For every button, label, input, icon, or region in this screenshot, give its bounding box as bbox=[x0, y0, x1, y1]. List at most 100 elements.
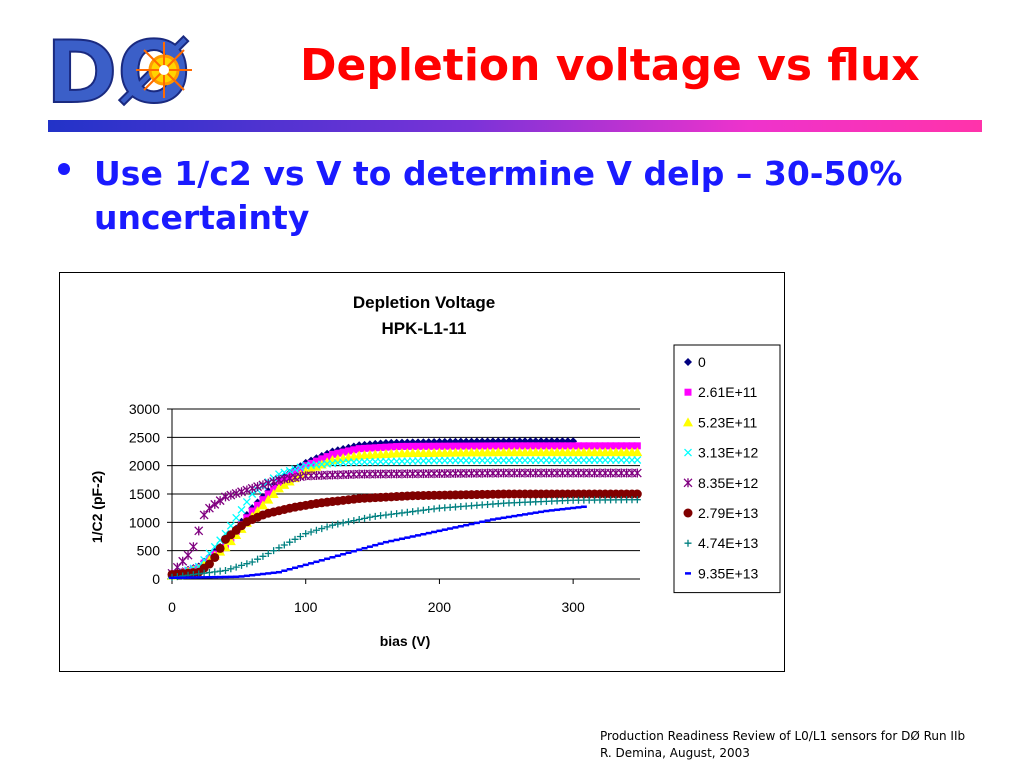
data-point bbox=[409, 442, 417, 450]
data-point bbox=[371, 512, 379, 520]
data-point bbox=[231, 488, 241, 498]
legend-marker bbox=[683, 478, 693, 488]
legend-label: 4.74E+13 bbox=[698, 535, 759, 551]
data-point bbox=[258, 480, 268, 490]
legend-label: 0 bbox=[698, 354, 706, 370]
data-point bbox=[215, 496, 225, 506]
data-point bbox=[216, 567, 224, 575]
data-point bbox=[462, 437, 471, 446]
data-point bbox=[548, 442, 556, 450]
data-point bbox=[227, 565, 235, 573]
data-point bbox=[355, 516, 363, 523]
data-point bbox=[296, 533, 304, 540]
data-point bbox=[505, 442, 513, 450]
data-point bbox=[280, 541, 288, 549]
data-point bbox=[409, 508, 417, 516]
data-point bbox=[226, 490, 236, 500]
data-point bbox=[473, 442, 481, 450]
data-point bbox=[414, 442, 422, 450]
data-point bbox=[334, 520, 342, 528]
y-tick-label: 3000 bbox=[129, 401, 160, 417]
data-point bbox=[585, 442, 593, 450]
data-point bbox=[393, 510, 401, 518]
data-point bbox=[248, 507, 256, 515]
data-point bbox=[199, 510, 209, 520]
data-point bbox=[275, 544, 283, 552]
bullet-marker bbox=[58, 163, 70, 175]
x-axis-label: bias (V) bbox=[380, 633, 431, 649]
data-point bbox=[254, 555, 262, 563]
data-point bbox=[269, 477, 279, 487]
y-tick-label: 500 bbox=[137, 543, 161, 559]
data-point bbox=[285, 466, 294, 475]
footer: Production Readiness Review of L0/L1 sen… bbox=[600, 728, 965, 762]
data-point bbox=[259, 552, 267, 560]
data-point bbox=[232, 513, 241, 522]
data-point bbox=[302, 530, 310, 538]
legend-marker bbox=[684, 358, 692, 366]
data-point bbox=[215, 543, 225, 553]
data-point bbox=[632, 489, 642, 499]
bullet-text: Use 1/c2 vs V to determine V delp – 30-5… bbox=[94, 154, 903, 237]
y-axis-label: 1/C2 (pF-2) bbox=[89, 471, 105, 543]
data-point bbox=[183, 550, 193, 560]
data-point bbox=[291, 535, 299, 543]
data-point bbox=[221, 567, 229, 574]
legend-label: 3.13E+12 bbox=[698, 445, 759, 461]
data-point bbox=[312, 526, 320, 534]
data-point bbox=[419, 442, 427, 450]
chart-subtitle: HPK-L1-11 bbox=[381, 319, 466, 338]
y-tick-label: 2000 bbox=[129, 458, 160, 474]
data-point bbox=[617, 442, 625, 450]
legend-marker bbox=[683, 417, 693, 427]
data-point bbox=[334, 449, 342, 457]
data-point bbox=[355, 445, 363, 453]
data-point bbox=[350, 446, 358, 454]
data-point bbox=[291, 468, 299, 476]
legend-marker bbox=[683, 508, 693, 518]
data-point bbox=[574, 442, 582, 450]
legend-marker bbox=[684, 448, 692, 457]
plot-area: 0 500 1000 1500 2000 2500 3000 0 100 200 300 bbox=[129, 401, 643, 615]
data-point bbox=[237, 505, 246, 514]
data-point bbox=[259, 496, 267, 504]
data-point bbox=[500, 442, 508, 450]
data-point bbox=[607, 442, 615, 450]
data-point bbox=[328, 450, 336, 458]
data-point bbox=[210, 499, 220, 509]
data-point bbox=[312, 457, 320, 465]
data-point bbox=[451, 442, 459, 450]
data-point bbox=[526, 442, 534, 450]
x-tick-label: 100 bbox=[294, 599, 318, 615]
data-point bbox=[632, 468, 642, 478]
data-point bbox=[242, 485, 252, 495]
data-point bbox=[194, 526, 204, 536]
data-point bbox=[253, 482, 263, 492]
data-point bbox=[430, 442, 438, 450]
data-point bbox=[478, 442, 486, 450]
title-divider bbox=[48, 120, 982, 132]
data-point bbox=[553, 442, 561, 450]
data-point bbox=[232, 563, 240, 571]
data-point bbox=[360, 440, 369, 449]
x-tick-label: 200 bbox=[428, 599, 452, 615]
data-point bbox=[339, 448, 347, 456]
data-point bbox=[350, 517, 358, 525]
data-point bbox=[382, 511, 390, 519]
data-point bbox=[307, 459, 315, 467]
data-point bbox=[591, 442, 599, 450]
data-point bbox=[516, 442, 524, 450]
legend-label: 2.79E+13 bbox=[698, 505, 759, 521]
legend-label: 2.61E+11 bbox=[698, 384, 758, 400]
data-point bbox=[323, 453, 331, 461]
data-point bbox=[371, 444, 379, 452]
data-point bbox=[361, 444, 369, 452]
data-point bbox=[387, 510, 395, 518]
footer-line-1: Production Readiness Review of L0/L1 sen… bbox=[600, 729, 966, 743]
x-tick-label: 300 bbox=[561, 599, 585, 615]
data-point bbox=[318, 455, 326, 463]
data-point bbox=[268, 489, 279, 498]
data-point bbox=[279, 479, 290, 489]
data-point bbox=[425, 506, 433, 514]
data-point bbox=[441, 442, 449, 450]
